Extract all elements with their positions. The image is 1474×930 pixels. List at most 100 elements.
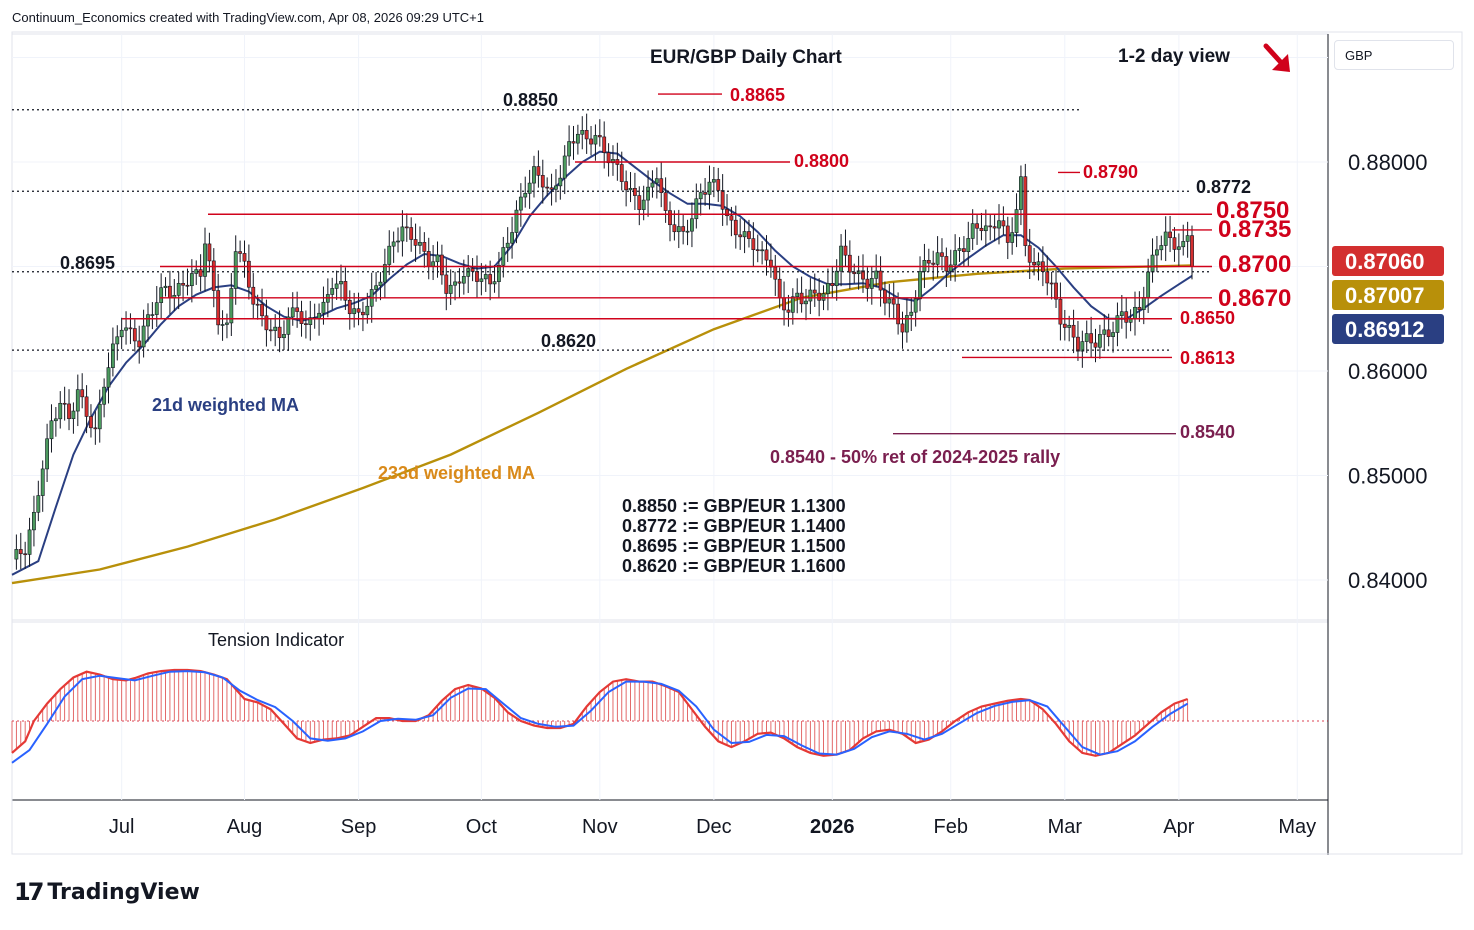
candle <box>633 187 637 196</box>
down-arrow-head <box>1272 54 1290 72</box>
level-label: 0.8650 <box>1180 308 1235 328</box>
x-tick-label: Feb <box>934 816 968 838</box>
candle <box>777 278 782 299</box>
indicator-title: Tension Indicator <box>208 630 344 650</box>
candle <box>1141 297 1146 310</box>
candle <box>163 285 168 289</box>
currency-selector[interactable]: GBP <box>1334 40 1454 70</box>
candle <box>931 262 936 265</box>
candle <box>304 323 308 325</box>
candle <box>751 238 756 251</box>
candle <box>1045 271 1050 284</box>
candle <box>1076 336 1080 352</box>
tradingview-logo-text: TradingView <box>47 879 200 905</box>
dotted-level-label: 0.8620 <box>541 331 596 351</box>
candle <box>628 187 633 191</box>
candle <box>571 141 576 144</box>
candle <box>808 289 813 302</box>
candle <box>299 311 304 324</box>
candle <box>448 284 453 294</box>
candle <box>1023 176 1028 246</box>
candle <box>913 298 918 313</box>
candle <box>549 187 554 190</box>
candle <box>962 248 966 252</box>
candle <box>339 281 343 285</box>
candle <box>1036 261 1041 266</box>
candle <box>233 251 238 289</box>
candle <box>352 308 357 315</box>
candle <box>606 152 611 164</box>
candle <box>40 468 45 496</box>
candle <box>843 245 848 256</box>
candle <box>89 416 93 429</box>
candle <box>532 166 536 184</box>
candle <box>659 178 664 194</box>
candle <box>1119 311 1124 316</box>
candle <box>439 254 444 276</box>
candle <box>1168 231 1172 238</box>
candle <box>282 334 286 339</box>
candle <box>834 270 839 287</box>
y-tick-label: 0.85000 <box>1348 464 1428 489</box>
candle <box>146 314 150 327</box>
candle <box>1146 271 1151 298</box>
candle <box>286 316 291 335</box>
candle <box>435 254 440 263</box>
level-label: 0.8670 <box>1218 285 1291 312</box>
candle <box>918 271 922 300</box>
candle <box>707 181 712 195</box>
candle <box>926 260 931 264</box>
candle <box>514 209 519 233</box>
candle <box>1124 311 1129 323</box>
candle <box>562 155 567 179</box>
candle <box>536 166 541 176</box>
candle <box>119 329 124 338</box>
candle <box>584 130 589 140</box>
candle <box>45 438 49 470</box>
candle <box>343 281 348 301</box>
candle <box>575 133 580 144</box>
candle <box>826 283 830 294</box>
candle <box>154 302 159 315</box>
candle <box>690 218 694 232</box>
candle <box>220 324 225 326</box>
candle <box>676 226 681 233</box>
candle <box>716 179 721 191</box>
dotted-level-label: 0.8772 <box>1196 177 1251 197</box>
chart-attribution: Continuum_Economics created with Trading… <box>12 10 484 25</box>
candle <box>124 327 128 331</box>
candle <box>128 327 133 330</box>
candle <box>891 298 896 305</box>
candle <box>637 195 642 210</box>
candle <box>742 231 747 238</box>
candle <box>883 289 887 304</box>
candle <box>1111 332 1115 337</box>
candle <box>527 182 532 194</box>
candle <box>1062 323 1067 328</box>
candle <box>18 549 23 555</box>
candle <box>1163 231 1168 246</box>
candle <box>453 281 457 286</box>
candle <box>1172 237 1177 250</box>
ma21-annotation: 21d weighted MA <box>152 395 299 415</box>
candle <box>475 271 479 282</box>
tension-signal-line <box>11 670 1189 764</box>
candle <box>1190 235 1194 267</box>
ma233-annotation: 233d weighted MA <box>378 463 535 483</box>
candle <box>935 252 940 265</box>
candle <box>1176 246 1181 250</box>
candle <box>106 367 111 388</box>
candle <box>1027 245 1032 263</box>
candle <box>461 276 466 284</box>
chart-title: EUR/GBP Daily Chart <box>650 47 842 68</box>
candle <box>290 307 295 318</box>
retracement-annotation: 0.8540 - 50% ret of 2024-2025 rally <box>770 447 1060 467</box>
candle <box>238 251 243 254</box>
candle <box>597 135 602 138</box>
candle <box>523 193 528 198</box>
candle <box>1150 254 1155 273</box>
candle <box>1084 333 1089 342</box>
candle <box>225 322 229 325</box>
candle <box>593 135 598 145</box>
